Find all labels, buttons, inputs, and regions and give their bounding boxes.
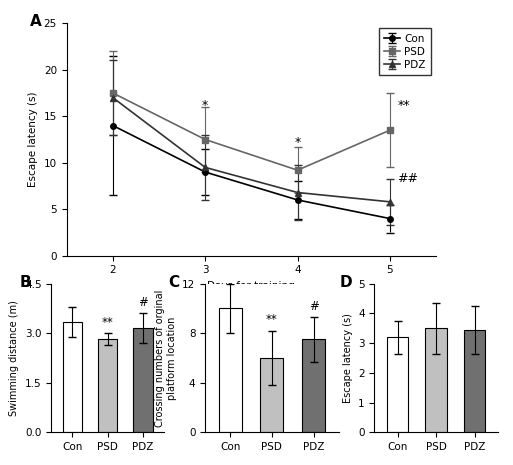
Text: **: ** xyxy=(266,313,278,326)
Text: A: A xyxy=(30,14,42,29)
Text: B: B xyxy=(19,275,31,290)
Text: *: * xyxy=(294,136,301,149)
X-axis label: Days for training: Days for training xyxy=(207,281,295,291)
Y-axis label: Crossing numbers of orginal
platform location: Crossing numbers of orginal platform loc… xyxy=(155,289,176,427)
Y-axis label: Swimming distance (m): Swimming distance (m) xyxy=(9,300,19,416)
Text: D: D xyxy=(340,275,352,290)
Text: #: # xyxy=(138,296,148,309)
Text: C: C xyxy=(168,275,179,290)
Legend: Con, PSD, PDZ: Con, PSD, PDZ xyxy=(379,28,431,75)
Y-axis label: Escape latency (s): Escape latency (s) xyxy=(343,313,352,403)
Y-axis label: Escape latency (s): Escape latency (s) xyxy=(28,92,38,187)
Bar xyxy=(387,337,408,432)
Bar xyxy=(261,358,283,432)
Bar xyxy=(219,308,242,432)
Text: **: ** xyxy=(102,316,113,329)
Text: **: ** xyxy=(397,99,410,112)
Bar xyxy=(63,322,82,432)
Bar xyxy=(133,328,153,432)
Bar xyxy=(302,339,325,432)
Bar xyxy=(464,330,485,432)
Text: *: * xyxy=(202,99,208,112)
Bar xyxy=(98,339,117,432)
Text: ##: ## xyxy=(397,172,418,185)
Bar xyxy=(425,328,447,432)
Text: #: # xyxy=(309,299,319,312)
